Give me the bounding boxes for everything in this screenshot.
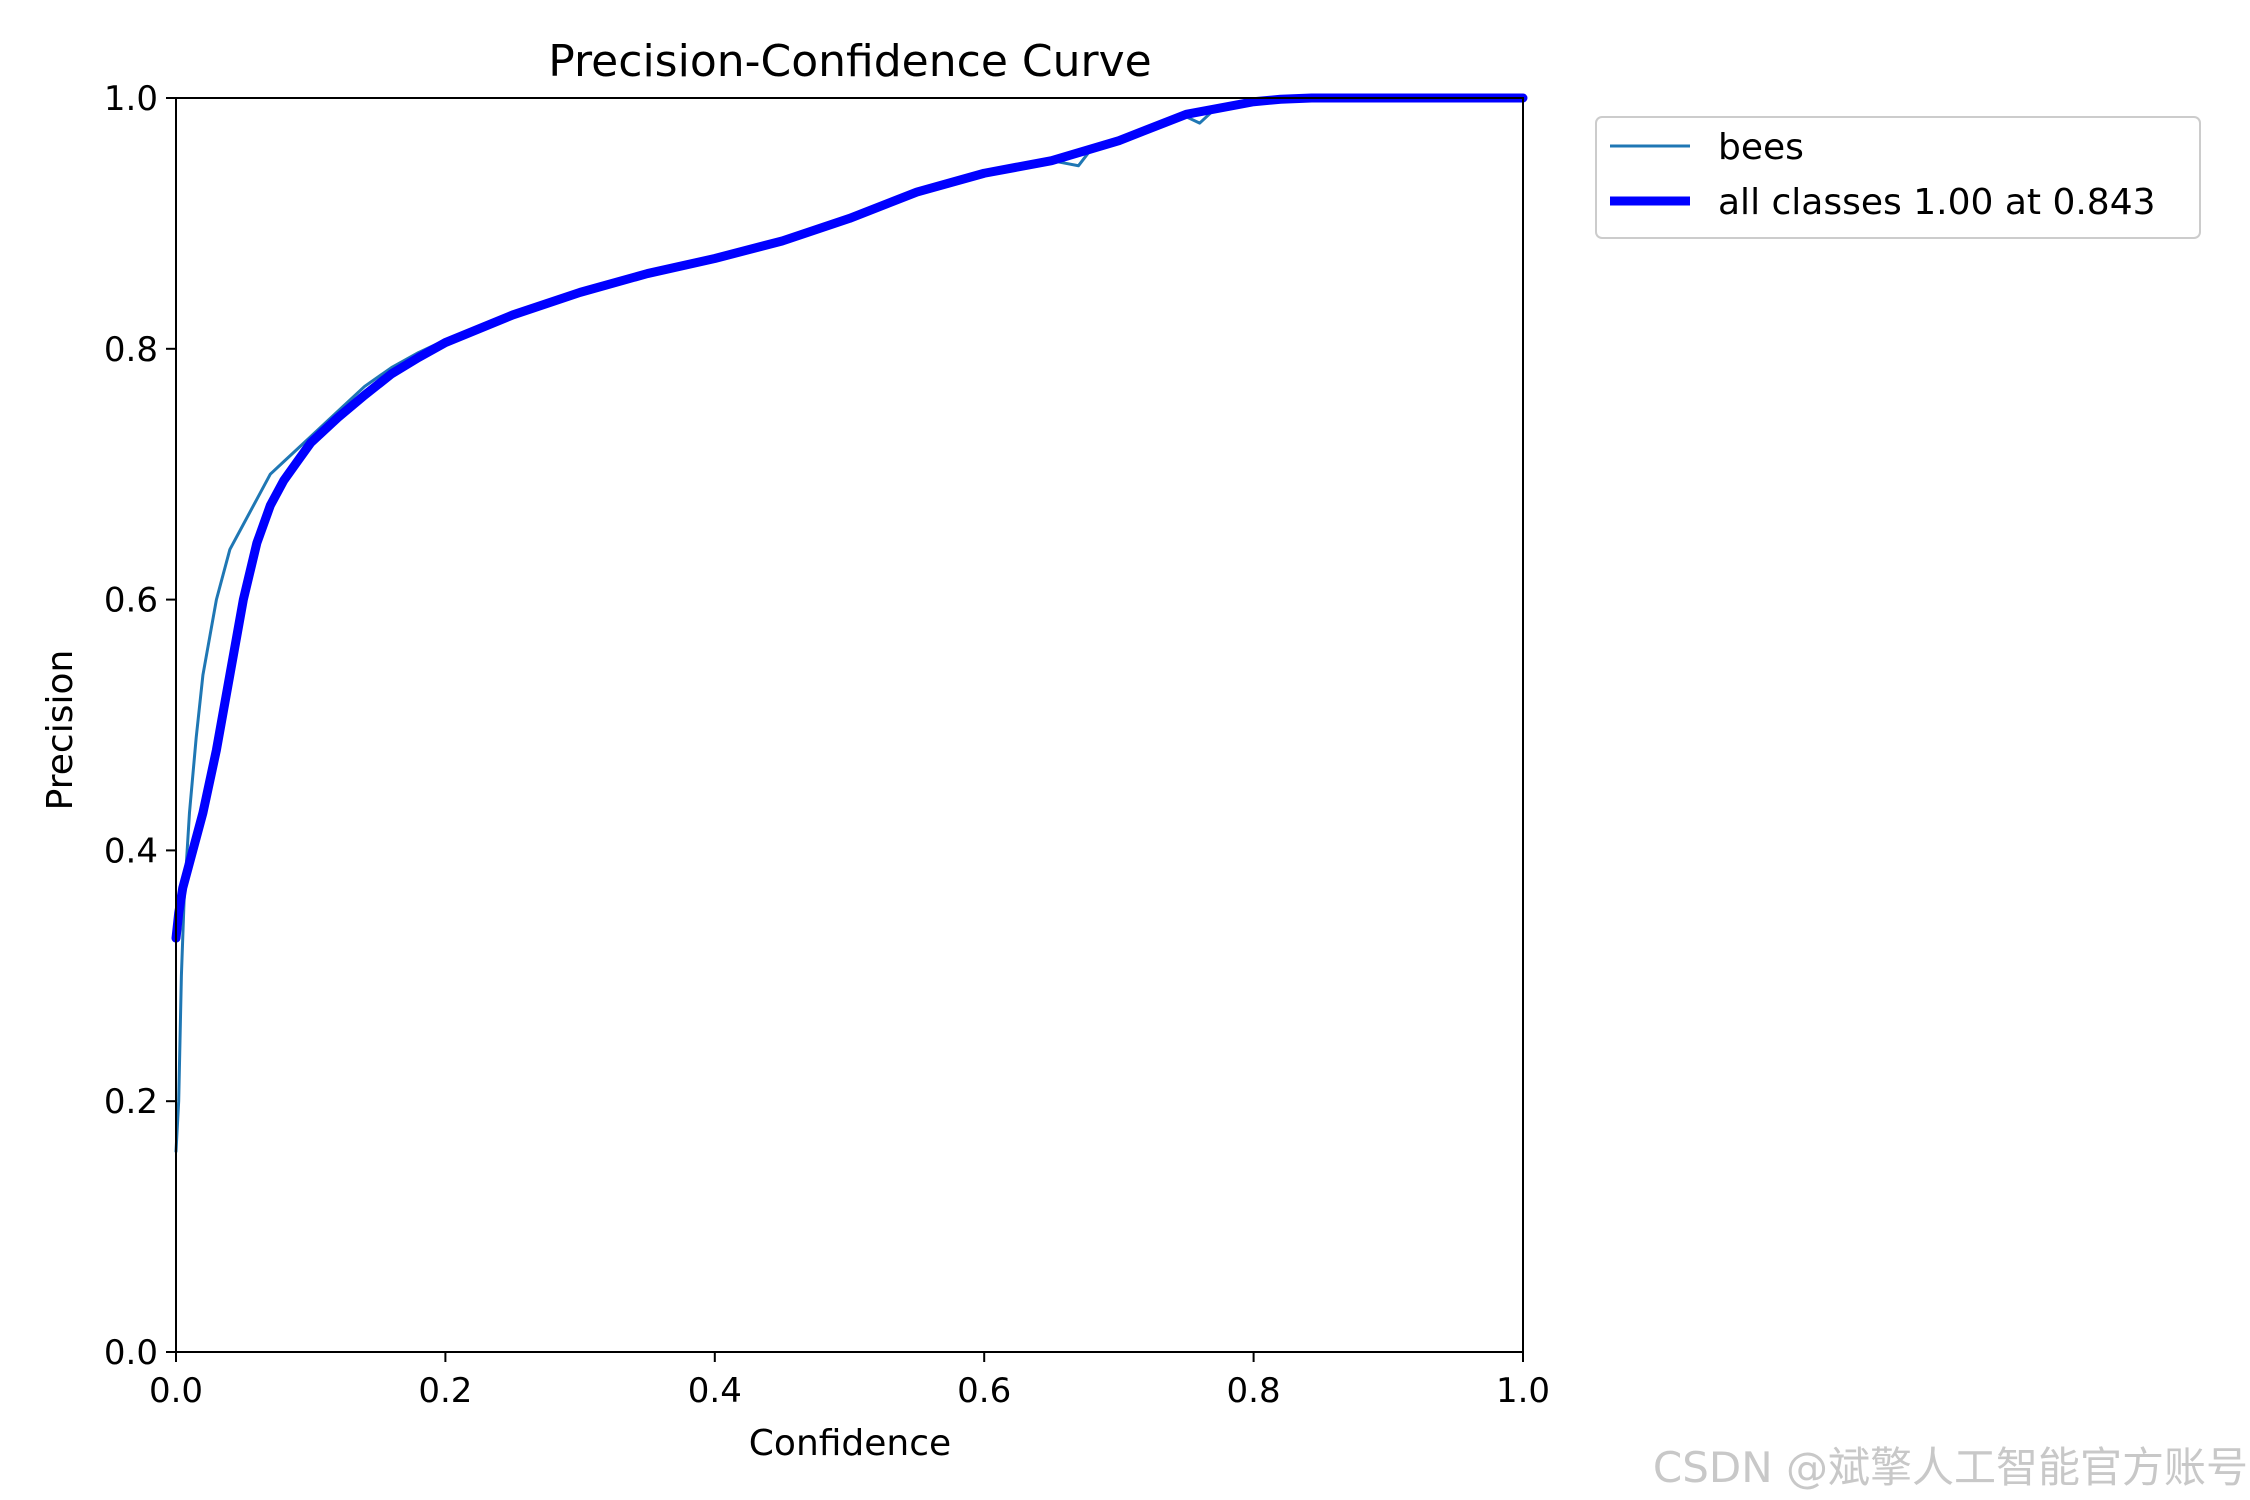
legend-box [1595,116,2201,239]
x-tick-label: 0.0 [149,1371,203,1411]
x-axis-label: Confidence [749,1423,951,1464]
y-tick-label: 0.4 [104,831,158,871]
y-tick-label: 1.0 [104,79,158,119]
series-layer [171,93,1528,1153]
legend-label-all-classes: all classes 1.00 at 0.843 [1718,182,2156,223]
y-axis-label: Precision [40,650,81,811]
x-tick-label: 0.4 [688,1371,742,1411]
y-axis-ticks: 0.0 0.2 0.4 0.6 0.8 1.0 [104,79,176,1373]
series-line-all-classes [171,93,1528,943]
y-tick-label: 0.0 [104,1333,158,1373]
x-axis-ticks: 0.0 0.2 0.4 0.6 0.8 1.0 [149,1352,1550,1411]
plot-frame [175,97,1524,1353]
y-tick-label: 0.6 [104,581,158,621]
chart-title: Precision-Confidence Curve [548,36,1151,87]
legend-label-bees: bees [1718,127,1804,168]
x-tick-label: 1.0 [1496,1371,1550,1411]
x-tick-label: 0.8 [1227,1371,1281,1411]
x-tick-label: 0.6 [957,1371,1011,1411]
x-tick-label: 0.2 [418,1371,472,1411]
watermark-text: CSDN @斌擎人工智能官方账号 [1653,1443,2248,1492]
y-tick-label: 0.2 [104,1082,158,1122]
legend: bees all classes 1.00 at 0.843 [1595,116,2201,239]
y-tick-label: 0.8 [104,330,158,370]
